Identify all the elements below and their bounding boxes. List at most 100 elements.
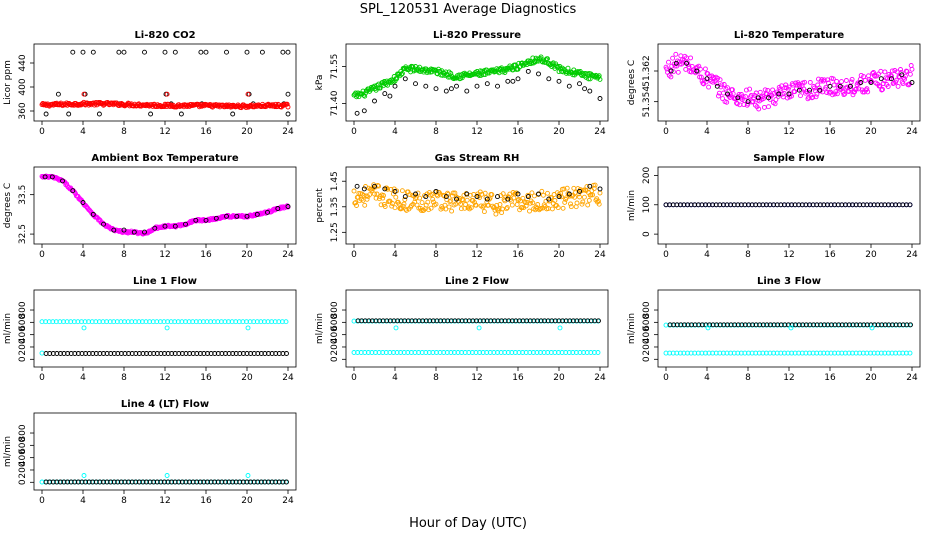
panel-title: Line 3 Flow bbox=[757, 276, 821, 287]
data-point bbox=[764, 322, 770, 328]
data-point bbox=[730, 91, 736, 97]
data-point bbox=[788, 91, 794, 97]
data-point bbox=[480, 204, 486, 210]
data-point bbox=[825, 77, 830, 83]
data-point bbox=[66, 111, 72, 117]
data-point bbox=[839, 79, 844, 85]
panel-title: Gas Stream RH bbox=[435, 153, 520, 164]
data-point bbox=[484, 196, 490, 202]
data-point bbox=[892, 68, 898, 73]
data-point bbox=[413, 81, 418, 87]
data-point bbox=[862, 77, 868, 83]
data-point bbox=[788, 325, 794, 331]
data-point bbox=[673, 60, 679, 66]
data-point bbox=[908, 63, 914, 68]
x-tick-label: 16 bbox=[824, 250, 836, 260]
data-point bbox=[798, 87, 804, 93]
data-point bbox=[557, 325, 563, 331]
y-tick-label: 360 bbox=[18, 102, 28, 119]
data-point bbox=[354, 110, 360, 116]
data-point bbox=[222, 319, 228, 325]
data-point bbox=[686, 64, 692, 70]
x-tick-label: 4 bbox=[704, 373, 710, 383]
data-point bbox=[81, 91, 87, 97]
data-point bbox=[576, 191, 582, 197]
x-tick-label: 12 bbox=[159, 496, 170, 506]
data-point bbox=[353, 200, 359, 206]
data-point bbox=[531, 193, 537, 199]
data-point bbox=[441, 193, 447, 199]
x-tick-label: 24 bbox=[594, 127, 606, 137]
data-point bbox=[458, 201, 464, 207]
data-point bbox=[86, 351, 92, 356]
panel-title: Line 1 Flow bbox=[133, 276, 197, 287]
x-tick-label: 0 bbox=[351, 373, 357, 383]
data-point bbox=[848, 79, 854, 85]
data-point bbox=[668, 68, 674, 74]
data-point bbox=[530, 200, 536, 206]
data-point bbox=[361, 192, 367, 198]
x-tick-label: 8 bbox=[433, 127, 439, 137]
data-point bbox=[743, 94, 748, 100]
data-point bbox=[555, 64, 561, 69]
data-point bbox=[178, 111, 184, 117]
data-point bbox=[751, 95, 757, 101]
data-point bbox=[376, 196, 382, 202]
data-point bbox=[540, 192, 546, 198]
x-tick-label: 20 bbox=[553, 127, 565, 137]
data-point bbox=[454, 83, 459, 89]
y-axis-label: ml/min bbox=[315, 313, 325, 344]
data-point bbox=[714, 81, 720, 87]
data-point bbox=[164, 91, 170, 97]
data-point bbox=[821, 322, 827, 328]
data-point bbox=[811, 85, 817, 91]
data-point bbox=[817, 202, 823, 208]
panel-title: Li-820 CO2 bbox=[134, 30, 195, 41]
data-point bbox=[694, 68, 700, 74]
data-point bbox=[366, 318, 372, 324]
data-point bbox=[362, 202, 368, 208]
data-point bbox=[570, 318, 576, 324]
data-point bbox=[477, 350, 483, 355]
data-point bbox=[443, 206, 449, 212]
data-point bbox=[408, 69, 414, 75]
data-point bbox=[587, 88, 593, 94]
data-point bbox=[474, 194, 480, 200]
data-point bbox=[889, 76, 894, 82]
data-point bbox=[527, 208, 532, 214]
data-point bbox=[49, 174, 55, 180]
data-point bbox=[70, 188, 76, 194]
data-point bbox=[354, 203, 359, 208]
x-tick-label: 20 bbox=[865, 373, 877, 383]
data-point bbox=[140, 479, 146, 485]
data-point bbox=[882, 322, 888, 328]
data-point bbox=[393, 325, 399, 331]
data-point bbox=[715, 75, 721, 81]
data-point bbox=[555, 205, 561, 211]
data-point bbox=[775, 93, 781, 99]
data-point bbox=[272, 104, 278, 110]
x-tick-label: 24 bbox=[906, 250, 918, 260]
data-point bbox=[284, 101, 290, 107]
data-point bbox=[766, 104, 771, 110]
data-point bbox=[567, 193, 573, 199]
data-point bbox=[230, 111, 236, 117]
data-point bbox=[728, 92, 734, 98]
data-point bbox=[846, 350, 852, 356]
data-point bbox=[80, 200, 86, 205]
data-point bbox=[476, 325, 482, 331]
data-point bbox=[396, 201, 402, 207]
data-point bbox=[586, 76, 591, 82]
data-point bbox=[382, 186, 388, 192]
data-point bbox=[142, 229, 147, 235]
data-point bbox=[675, 69, 681, 75]
data-point bbox=[392, 205, 398, 211]
data-point bbox=[367, 192, 373, 198]
data-point bbox=[831, 82, 837, 88]
x-tick-label: 16 bbox=[824, 373, 836, 383]
data-point bbox=[566, 191, 572, 197]
data-point bbox=[817, 350, 823, 356]
x-tick-label: 8 bbox=[121, 373, 127, 383]
data-point bbox=[902, 76, 908, 82]
